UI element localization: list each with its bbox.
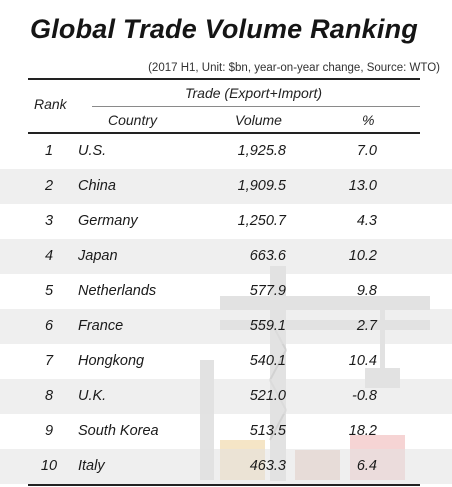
rank-cell: 1 [44, 143, 54, 159]
pct-cell: 2.7 [356, 318, 377, 334]
pct-cell: -0.8 [352, 388, 377, 404]
rank-cell: 3 [44, 213, 54, 229]
volume-cell: 540.1 [249, 353, 286, 369]
pct-cell: 10.4 [348, 353, 377, 369]
table-row: 2 China 1,909.5 13.0 [0, 169, 452, 204]
pct-cell: 18.2 [348, 423, 377, 439]
rank-cell: 7 [44, 353, 54, 369]
header-trade-group: Trade (Export+Import) [185, 85, 323, 101]
country-cell: U.S. [78, 143, 107, 159]
table-row: 6 France 559.1 2.7 [0, 309, 452, 344]
table-row: 5 Netherlands 577.9 9.8 [0, 274, 452, 309]
rank-cell: 6 [44, 318, 54, 334]
volume-cell: 663.6 [249, 248, 286, 264]
country-cell: South Korea [78, 423, 159, 439]
pct-cell: 4.3 [356, 213, 377, 229]
table-row: 3 Germany 1,250.7 4.3 [0, 204, 452, 239]
country-cell: Germany [78, 213, 138, 229]
header-country: Country [108, 112, 158, 128]
volume-cell: 463.3 [249, 458, 286, 474]
country-cell: France [78, 318, 124, 334]
country-cell: China [78, 178, 116, 194]
pct-cell: 9.8 [356, 283, 377, 299]
country-cell: Italy [78, 458, 105, 474]
header-rank: Rank [34, 96, 67, 112]
table-row: 9 South Korea 513.5 18.2 [0, 414, 452, 449]
pct-cell: 6.4 [356, 458, 377, 474]
header-bottom-rule [28, 132, 420, 134]
volume-cell: 513.5 [249, 423, 286, 439]
volume-cell: 559.1 [249, 318, 286, 334]
volume-cell: 577.9 [249, 283, 286, 299]
country-cell: Hongkong [78, 353, 145, 369]
country-cell: Netherlands [78, 283, 157, 299]
page-title: Global Trade Volume Ranking [30, 14, 418, 44]
volume-cell: 521.0 [249, 388, 286, 404]
rank-cell: 8 [44, 388, 54, 404]
volume-cell: 1,909.5 [237, 178, 286, 194]
table-row: 8 U.K. 521.0 -0.8 [0, 379, 452, 414]
pct-cell: 10.2 [348, 248, 377, 264]
table-bottom-rule [28, 484, 420, 486]
country-cell: U.K. [78, 388, 107, 404]
header-volume: Volume [235, 112, 282, 128]
rank-cell: 2 [44, 178, 54, 194]
rank-cell: 9 [44, 423, 54, 439]
table-row: 10 Italy 463.3 6.4 [0, 449, 452, 484]
table-row: 7 Hongkong 540.1 10.4 [0, 344, 452, 379]
volume-cell: 1,925.8 [237, 143, 286, 159]
table-row: 1 U.S. 1,925.8 7.0 [0, 134, 452, 169]
table-top-rule [28, 78, 420, 80]
header-group-rule [92, 106, 420, 107]
rank-cell: 5 [44, 283, 54, 299]
header-pct: % [362, 112, 375, 128]
rank-cell: 4 [44, 248, 54, 264]
rank-cell: 10 [40, 458, 58, 474]
subtitle: (2017 H1, Unit: $bn, year-on-year change… [148, 62, 440, 74]
country-cell: Japan [78, 248, 118, 264]
pct-cell: 7.0 [356, 143, 377, 159]
volume-cell: 1,250.7 [237, 213, 286, 229]
pct-cell: 13.0 [348, 178, 377, 194]
table-row: 4 Japan 663.6 10.2 [0, 239, 452, 274]
